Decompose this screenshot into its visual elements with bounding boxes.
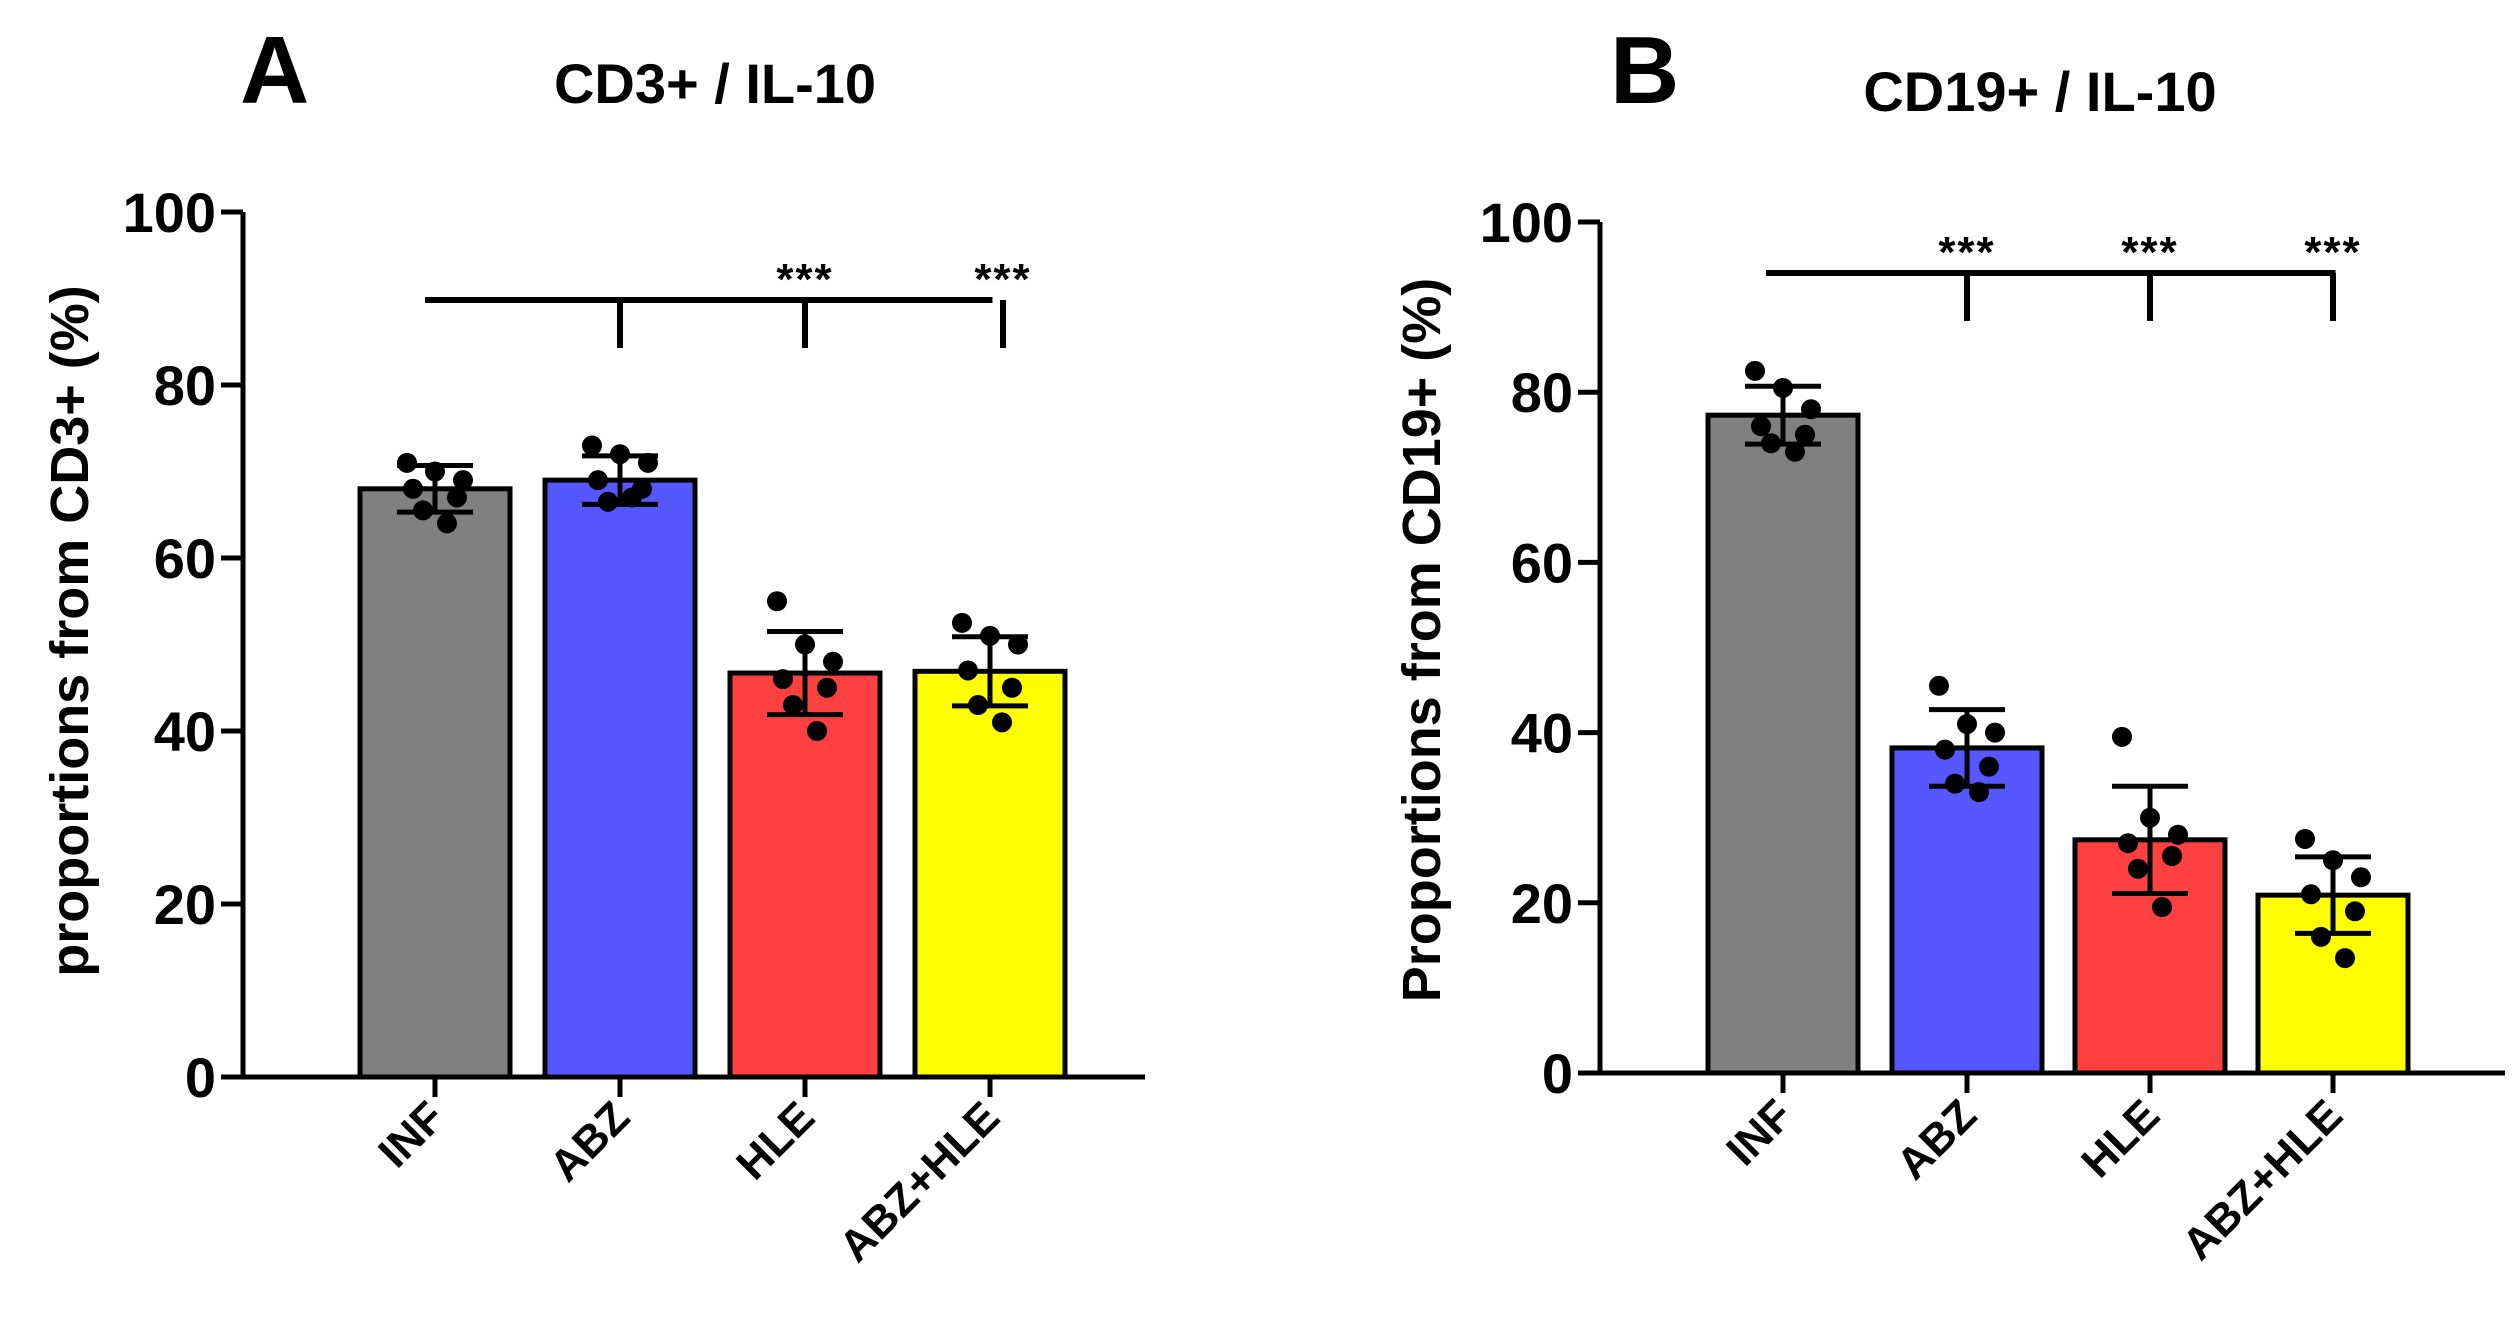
panel-b-data-point [1745, 360, 1765, 381]
panel-b-data-point [2335, 948, 2355, 969]
panel-b-data-point [2162, 845, 2182, 866]
panel-a-data-point [447, 487, 467, 508]
panel-a-data-point [817, 677, 837, 698]
panel-b-data-point [2140, 807, 2160, 828]
panel-b-error-bar-hle [2112, 783, 2188, 896]
panel-a-data-point [610, 444, 630, 465]
panel-a-marks: INF ABZ HLE ABZ+HLE 0 20 40 60 80 100 *** *** [123, 181, 1145, 1271]
panel-a-y-tick-label: 100 [123, 181, 216, 244]
panel-b-data-point [1929, 675, 1949, 696]
panel-b-data-point [2112, 726, 2132, 747]
panel-b-y-tick-label: 0 [1542, 1042, 1573, 1105]
panel-b-letter: B [1610, 17, 1679, 124]
panel-b-data-point [1751, 416, 1771, 437]
panel-a-x-tick-label: ABZ+HLE [830, 1092, 1009, 1271]
panel-b-data-point [1985, 722, 2005, 743]
panel-a-y-tick-label: 0 [185, 1046, 216, 1109]
panel-a-bar-abz-hle [912, 668, 1068, 1080]
panel-a-data-point [437, 513, 457, 534]
panel-a-data-point [588, 470, 608, 491]
panel-b-data-point [2295, 828, 2315, 849]
panel-a-data-point [783, 695, 803, 716]
panel-b-data-point [1945, 773, 1965, 794]
panel-a-data-point [773, 669, 793, 690]
panel-b-data-point [1761, 433, 1781, 454]
panel-b-significance-stars: *** [2304, 228, 2361, 277]
panel-a-x-tick-label: HLE [727, 1092, 824, 1189]
panel-b-data-point [1785, 441, 1805, 462]
panel-a-data-point [622, 487, 642, 508]
panel-a-data-point [968, 695, 988, 716]
panel-b-x-tick-label: ABZ+HLE [2173, 1090, 2352, 1269]
panel-b-x-tick-label: ABZ [1887, 1090, 1986, 1189]
panel-b-y-tick-label: 80 [1511, 361, 1573, 424]
panel-b-y-tick-label: 100 [1480, 191, 1573, 254]
panel-a-data-point [767, 591, 787, 612]
panel-b-data-point [1773, 377, 1793, 398]
panel-b-bar-abz [1889, 745, 2045, 1076]
panel-b-data-point [1979, 756, 1999, 777]
panel-b-data-point [2152, 897, 2172, 918]
panel-b-data-point [2311, 926, 2331, 947]
panel-a-data-point [1008, 634, 1028, 655]
panel-b-y-tick-label: 60 [1511, 531, 1573, 594]
panel-a-data-point [638, 452, 658, 473]
panel-a-data-point [980, 625, 1000, 646]
panel-b: B CD19+ / IL-10 Proportions from CD19+ (… [1392, 17, 2505, 1269]
panel-b-data-point [1957, 714, 1977, 735]
panel-a-y-tick-label: 20 [154, 873, 216, 936]
panel-b-y-tick-label: 20 [1511, 872, 1573, 935]
panel-a-data-point [1002, 677, 1022, 698]
panel-a-data-point [992, 712, 1012, 733]
panel-b-x-tick-label: INF [1717, 1090, 1802, 1175]
panel-b-data-point [2345, 901, 2365, 922]
panel-a: A CD3+ / IL-10 proportions from CD3+ (%)… [40, 17, 1145, 1271]
panel-a-y-tick-label: 40 [154, 700, 216, 763]
panel-b-bar-inf [1705, 412, 1861, 1076]
panel-a-data-point [823, 651, 843, 672]
panel-b-data-point [1969, 782, 1989, 803]
panel-b-title: CD19+ / IL-10 [1863, 60, 2216, 123]
panel-a-significance-stars: *** [974, 255, 1031, 304]
panel-a-data-point [958, 660, 978, 681]
panel-a-data-point [952, 612, 972, 633]
panel-a-bar-hle [727, 670, 883, 1080]
panel-b-significance-stars: *** [2121, 228, 2178, 277]
panel-a-title: CD3+ / IL-10 [554, 52, 876, 115]
panel-a-y-tick-label: 80 [154, 354, 216, 417]
panel-b-data-point [2351, 867, 2371, 888]
panel-b-marks: INF ABZ HLE ABZ+HLE 0 20 40 60 80 100 *** *** *** [1480, 191, 2505, 1269]
panel-a-data-point [397, 452, 417, 473]
panel-b-significance-stars: *** [1938, 228, 1995, 277]
panel-b-y-tick-label: 40 [1511, 702, 1573, 765]
panel-b-data-point [1801, 399, 1821, 420]
panel-b-x-tick-label: HLE [2072, 1090, 2169, 1187]
panel-b-data-point [2301, 884, 2321, 905]
panel-b-data-point [1935, 739, 1955, 760]
panel-a-data-point [453, 470, 473, 491]
panel-b-data-point [2168, 824, 2188, 845]
panel-a-data-point [807, 721, 827, 741]
panel-a-data-point [413, 500, 433, 521]
panel-a-data-point [795, 634, 815, 655]
panel-a-data-point [403, 478, 423, 499]
panel-a-significance-stars: *** [776, 255, 833, 304]
panel-a-x-tick-label: INF [369, 1092, 454, 1177]
panel-a-data-point [598, 491, 618, 512]
panel-a-data-point [425, 461, 445, 482]
panel-a-letter: A [240, 17, 309, 124]
panel-a-bar-abz [542, 477, 698, 1080]
panel-b-y-axis-label: Proportions from CD19+ (%) [1392, 278, 1452, 1003]
panel-a-bar-inf [357, 486, 513, 1080]
panel-a-y-axis-label: proportions from CD3+ (%) [40, 285, 100, 977]
panel-a-x-tick-label: ABZ [540, 1092, 639, 1191]
panel-a-data-point [582, 435, 602, 456]
panel-b-data-point [2323, 850, 2343, 871]
panel-a-y-tick-label: 60 [154, 527, 216, 590]
panel-b-data-point [2118, 833, 2138, 854]
panel-b-data-point [1795, 424, 1815, 445]
panel-b-data-point [2128, 858, 2148, 879]
